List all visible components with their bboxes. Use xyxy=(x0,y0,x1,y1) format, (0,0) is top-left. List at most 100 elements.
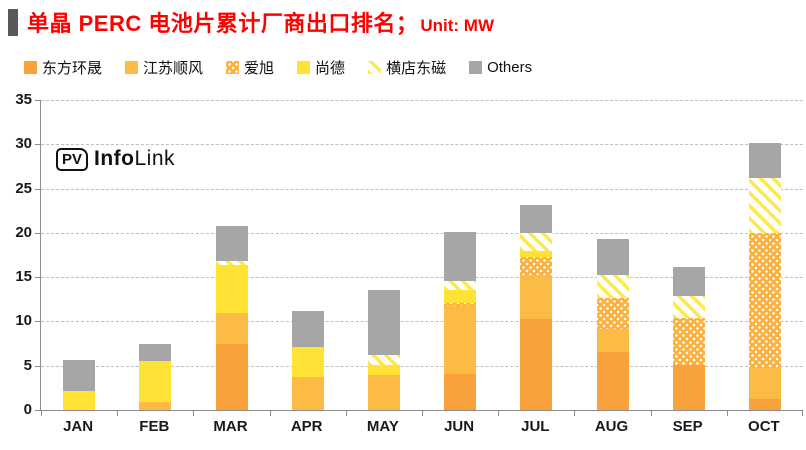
y-tick xyxy=(35,321,40,323)
gridline xyxy=(41,232,803,234)
x-axis-label-AUG: AUG xyxy=(594,418,629,435)
gridline xyxy=(41,100,803,101)
bar-segment-JUL-爱旭 xyxy=(520,256,553,275)
bar-segment-AUG-东方环晟 xyxy=(596,351,629,410)
x-axis-label-MAY: MAY xyxy=(366,418,399,435)
bar-segment-JUL-横店东磁 xyxy=(520,232,553,251)
y-axis-label: 30 xyxy=(15,135,32,153)
y-axis-label: 35 xyxy=(15,91,32,108)
bar-segment-MAR-Others xyxy=(215,225,248,262)
y-tick xyxy=(35,410,40,411)
legend-swatch-icon xyxy=(368,61,382,74)
bar-segment-JUN-江苏顺风 xyxy=(444,306,477,374)
x-tick xyxy=(726,411,728,416)
bar-segment-MAY-尚德 xyxy=(367,364,400,375)
bar-segment-FEB-江苏顺风 xyxy=(139,402,172,410)
legend-label: 爱旭 xyxy=(244,60,275,77)
y-tick xyxy=(35,144,40,146)
x-axis-label-JAN: JAN xyxy=(63,418,94,435)
x-tick xyxy=(422,411,423,416)
x-axis-label-JUL: JUL xyxy=(521,418,550,435)
x-tick xyxy=(574,411,576,416)
y-axis-label: 5 xyxy=(23,356,32,374)
bar-segment-OCT-爱旭 xyxy=(748,232,781,369)
legend-label: Others xyxy=(487,59,533,76)
bar-segment-JUN-Others xyxy=(444,231,477,281)
pv-badge-icon: PV xyxy=(56,147,89,171)
x-axis-label-SEP: SEP xyxy=(672,418,703,435)
bar-segment-OCT-江苏顺风 xyxy=(748,368,781,399)
legend-item-3: 尚德 xyxy=(297,57,345,78)
gridline xyxy=(41,365,803,367)
gridline xyxy=(41,277,803,279)
bar-segment-JUL-尚德 xyxy=(520,250,553,257)
bar-segment-MAY-Others xyxy=(367,289,400,356)
y-tick xyxy=(35,365,40,367)
x-tick xyxy=(269,411,271,416)
chart-header: 单晶 PERC 电池片累计厂商出口排名； Unit: MW xyxy=(8,6,494,38)
y-axis-label: 0 xyxy=(23,401,32,418)
bar-segment-JUL-江苏顺风 xyxy=(520,274,553,319)
x-tick xyxy=(41,411,42,416)
legend-label: 东方环晟 xyxy=(42,60,103,77)
bar-segment-SEP-东方环晟 xyxy=(672,364,705,410)
legend-item-4: 横店东磁 xyxy=(368,57,446,78)
bar-segment-JUN-横店东磁 xyxy=(444,280,477,290)
bar-segment-JUN-尚德 xyxy=(444,289,477,303)
bar-segment-AUG-Others xyxy=(596,239,629,275)
y-axis-label: 10 xyxy=(15,312,32,330)
gridline xyxy=(41,188,803,190)
chart-title: 单晶 PERC 电池片累计厂商出口排名； xyxy=(27,11,419,36)
legend-swatch-icon xyxy=(297,61,311,74)
pv-infolink-logo: PV InfoLink xyxy=(56,147,175,171)
y-axis-label: 20 xyxy=(15,223,32,241)
legend-label: 横店东磁 xyxy=(386,60,447,77)
x-tick xyxy=(498,411,500,416)
gridline xyxy=(41,321,803,323)
x-tick xyxy=(345,411,347,416)
legend-label: 尚德 xyxy=(315,60,346,77)
x-tick xyxy=(117,411,119,416)
bar-segment-FEB-尚德 xyxy=(139,361,172,403)
x-tick xyxy=(802,411,803,416)
bar-segment-MAR-尚德 xyxy=(215,264,248,313)
x-axis-label-OCT: OCT xyxy=(748,418,780,435)
legend-item-2: 爱旭 xyxy=(226,57,274,78)
logo-text: InfoLink xyxy=(94,147,176,170)
bar-segment-AUG-横店东磁 xyxy=(596,274,629,298)
bar-segment-MAY-江苏顺风 xyxy=(367,374,400,410)
y-tick xyxy=(35,232,40,234)
x-tick xyxy=(193,411,195,416)
y-tick xyxy=(35,277,40,279)
x-axis-label-FEB: FEB xyxy=(139,418,170,435)
bar-segment-APR-江苏顺风 xyxy=(291,377,324,410)
legend-item-5: Others xyxy=(469,59,532,76)
bar-segment-OCT-Others xyxy=(748,142,781,178)
gridline xyxy=(41,144,803,146)
bar-segment-MAR-江苏顺风 xyxy=(215,312,248,345)
bar-segment-AUG-爱旭 xyxy=(596,297,629,330)
bar-segment-JAN-Others xyxy=(63,360,96,391)
plot-area xyxy=(35,100,803,416)
legend-item-1: 江苏顺风 xyxy=(125,57,203,78)
x-axis-label-APR: APR xyxy=(290,418,323,435)
legend-swatch-icon xyxy=(226,61,240,74)
bar-segment-OCT-横店东磁 xyxy=(748,177,781,233)
legend-swatch-icon xyxy=(24,61,37,74)
bar-segment-JUL-东方环晟 xyxy=(520,318,553,410)
bar-segment-APR-尚德 xyxy=(291,347,324,378)
y-tick xyxy=(35,100,40,101)
legend: 东方环晟 江苏顺风 爱旭 尚德 横店东磁 Others xyxy=(24,57,532,78)
legend-item-0: 东方环晟 xyxy=(24,57,102,78)
x-axis-label-MAR: MAR xyxy=(213,418,248,435)
y-tick xyxy=(35,188,40,190)
bar-segment-APR-Others xyxy=(291,310,324,348)
bar-segment-JAN-尚德 xyxy=(63,390,96,410)
y-axis-label: 25 xyxy=(15,179,32,197)
bar-segment-AUG-江苏顺风 xyxy=(596,329,629,352)
bar-segment-MAR-东方环晟 xyxy=(215,344,248,410)
legend-label: 江苏顺风 xyxy=(143,60,204,77)
x-axis-label-JUN: JUN xyxy=(444,418,475,435)
title-marker xyxy=(8,8,18,36)
bar-segment-MAR-横店东磁 xyxy=(215,261,248,265)
